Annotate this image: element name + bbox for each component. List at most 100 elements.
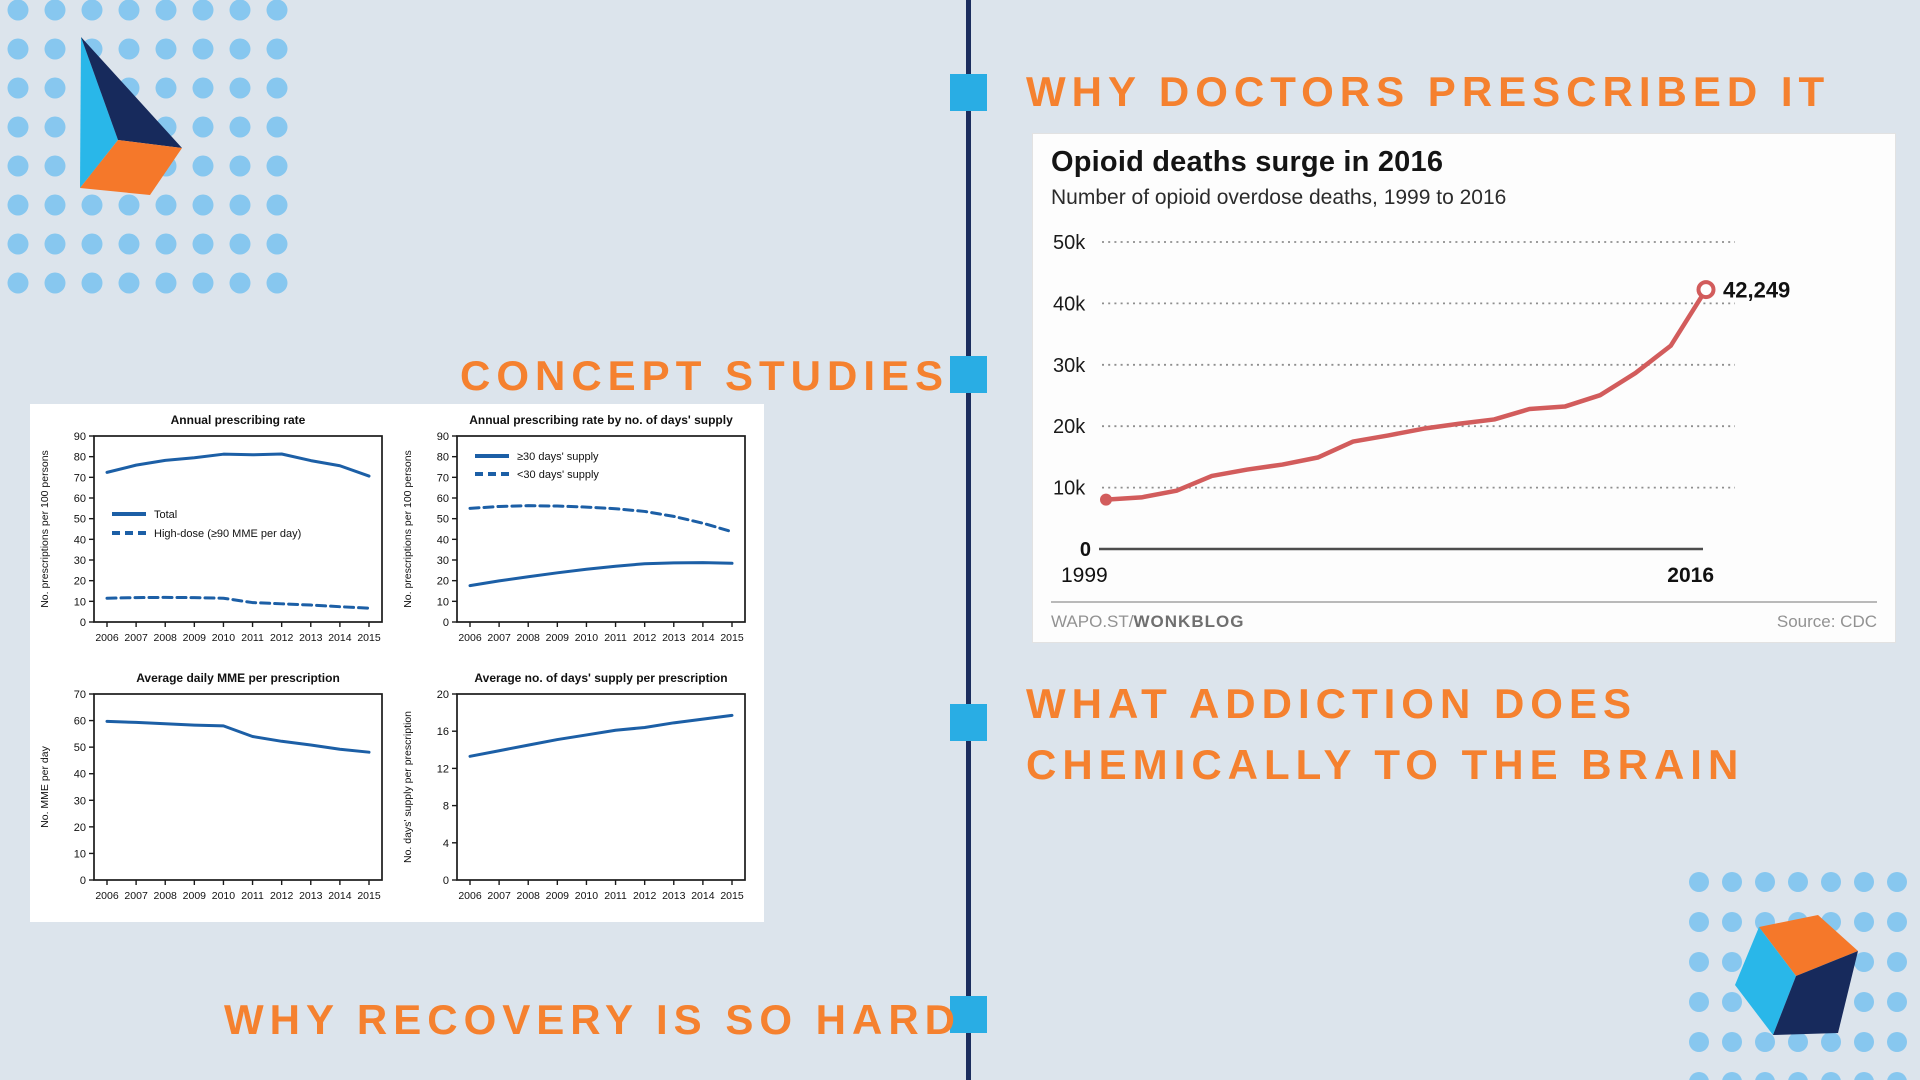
svg-text:2015: 2015 [357, 632, 381, 644]
svg-text:40: 40 [74, 534, 86, 546]
svg-text:2007: 2007 [124, 632, 148, 644]
timeline-node-square [950, 356, 987, 393]
svg-text:70: 70 [437, 472, 449, 484]
svg-text:20k: 20k [1053, 416, 1086, 438]
cdc-panel-average-daily-mme: Average daily MME per prescription 0 10 20 3… [39, 671, 383, 902]
cube-logo-icon [1735, 915, 1858, 1035]
svg-text:40k: 40k [1053, 293, 1086, 315]
svg-text:90: 90 [74, 431, 86, 443]
svg-text:2014: 2014 [691, 632, 715, 644]
heading-what-addiction-does: WHAT ADDICTION DOES CHEMICALLY TO THE BR… [1026, 680, 1745, 788]
cdc-panel-average-days-supply: Average no. of days' supply per prescrip… [402, 671, 746, 902]
svg-text:2011: 2011 [241, 890, 264, 902]
svg-text:2007: 2007 [487, 890, 511, 902]
svg-text:2012: 2012 [270, 632, 294, 644]
svg-text:2012: 2012 [633, 632, 657, 644]
timeline-node-square [950, 704, 987, 741]
heading-why-recovery-is-so-hard: WHY RECOVERY IS SO HARD [224, 996, 961, 1043]
svg-text:50: 50 [74, 514, 86, 526]
svg-text:≥30 days' supply: ≥30 days' supply [517, 451, 599, 463]
timeline-node-square [950, 74, 987, 111]
svg-text:2006: 2006 [458, 890, 482, 902]
svg-text:0: 0 [80, 617, 86, 629]
svg-text:50: 50 [74, 742, 86, 754]
svg-text:10: 10 [74, 848, 86, 860]
svg-text:0: 0 [80, 875, 86, 887]
svg-text:Annual prescribing rate: Annual prescribing rate [171, 413, 306, 427]
svg-text:Average daily MME per prescrip: Average daily MME per prescription [136, 671, 340, 685]
svg-text:10k: 10k [1053, 478, 1086, 500]
svg-text:Annual prescribing rate by no.: Annual prescribing rate by no. of days' … [469, 413, 733, 427]
svg-text:60: 60 [437, 493, 449, 505]
svg-text:No. prescriptions per 100 pers: No. prescriptions per 100 persons [402, 450, 414, 608]
svg-text:10: 10 [437, 596, 449, 608]
svg-text:2015: 2015 [720, 632, 744, 644]
svg-text:60: 60 [74, 716, 86, 728]
dot-grid-bottom-right [1689, 872, 1907, 1080]
svg-text:8: 8 [443, 801, 449, 813]
svg-text:20: 20 [74, 576, 86, 588]
svg-text:2012: 2012 [633, 890, 657, 902]
svg-text:2011: 2011 [604, 890, 627, 902]
svg-text:2014: 2014 [328, 890, 352, 902]
svg-text:2011: 2011 [604, 632, 627, 644]
svg-text:50k: 50k [1053, 232, 1086, 254]
svg-text:10: 10 [74, 596, 86, 608]
svg-text:High-dose (≥90 MME per day): High-dose (≥90 MME per day) [154, 528, 301, 540]
svg-text:2008: 2008 [517, 890, 541, 902]
svg-text:2010: 2010 [212, 632, 236, 644]
pyramid-logo-icon [80, 37, 182, 195]
timeline-divider [966, 0, 971, 1080]
svg-text:2014: 2014 [691, 890, 715, 902]
wapo-chart-card: Opioid deaths surge in 2016 Number of op… [1032, 133, 1896, 643]
svg-text:2006: 2006 [458, 632, 482, 644]
svg-text:2007: 2007 [124, 890, 148, 902]
svg-text:Total: Total [154, 509, 177, 521]
svg-text:2008: 2008 [517, 632, 541, 644]
svg-text:2008: 2008 [154, 890, 178, 902]
svg-text:<30 days' supply: <30 days' supply [517, 469, 599, 481]
svg-text:80: 80 [437, 452, 449, 464]
svg-text:2010: 2010 [575, 632, 599, 644]
svg-text:2012: 2012 [270, 890, 294, 902]
svg-text:0: 0 [1080, 539, 1091, 561]
svg-text:40: 40 [74, 769, 86, 781]
svg-text:1999: 1999 [1061, 564, 1108, 587]
svg-text:42,249: 42,249 [1723, 278, 1790, 303]
svg-text:20: 20 [74, 822, 86, 834]
timeline-node-square [950, 996, 987, 1033]
svg-text:30: 30 [437, 555, 449, 567]
svg-text:2008: 2008 [154, 632, 178, 644]
heading-concept-studies: CONCEPT STUDIES [460, 352, 950, 399]
svg-text:2013: 2013 [662, 632, 686, 644]
svg-text:30: 30 [74, 795, 86, 807]
svg-text:2006: 2006 [95, 632, 119, 644]
svg-text:70: 70 [74, 689, 86, 701]
svg-text:2016: 2016 [1667, 564, 1714, 587]
svg-text:50: 50 [437, 514, 449, 526]
wapo-credit: WAPO.ST/WONKBLOG [1051, 612, 1245, 631]
svg-text:30k: 30k [1053, 355, 1086, 377]
svg-text:12: 12 [437, 763, 449, 775]
svg-text:20: 20 [437, 576, 449, 588]
svg-text:2009: 2009 [183, 890, 207, 902]
cdc-panel-rate-by-days-supply: Annual prescribing rate by no. of days' … [402, 413, 746, 644]
svg-text:90: 90 [437, 431, 449, 443]
wapo-line-chart: 50k 40k 30k 20k 10k 0 1999 2016 42,249 [1053, 232, 1790, 587]
cdc-four-panel-figure: Annual prescribing rate 0 10 20 30 40 50 60 70 80… [30, 404, 764, 922]
heading-why-doctors-prescribed-it: WHY DOCTORS PRESCRIBED IT [1026, 68, 1831, 115]
wapo-source: Source: CDC [1776, 612, 1877, 631]
svg-text:2009: 2009 [183, 632, 207, 644]
svg-text:2009: 2009 [546, 890, 570, 902]
svg-text:60: 60 [74, 493, 86, 505]
svg-text:2011: 2011 [241, 632, 264, 644]
svg-text:80: 80 [74, 452, 86, 464]
svg-text:0: 0 [443, 875, 449, 887]
svg-text:2010: 2010 [212, 890, 236, 902]
svg-text:2015: 2015 [720, 890, 744, 902]
svg-text:No. days' supply per prescript: No. days' supply per prescription [402, 711, 414, 863]
svg-text:2015: 2015 [357, 890, 381, 902]
svg-text:20: 20 [437, 689, 449, 701]
svg-text:2010: 2010 [575, 890, 599, 902]
svg-text:30: 30 [74, 555, 86, 567]
